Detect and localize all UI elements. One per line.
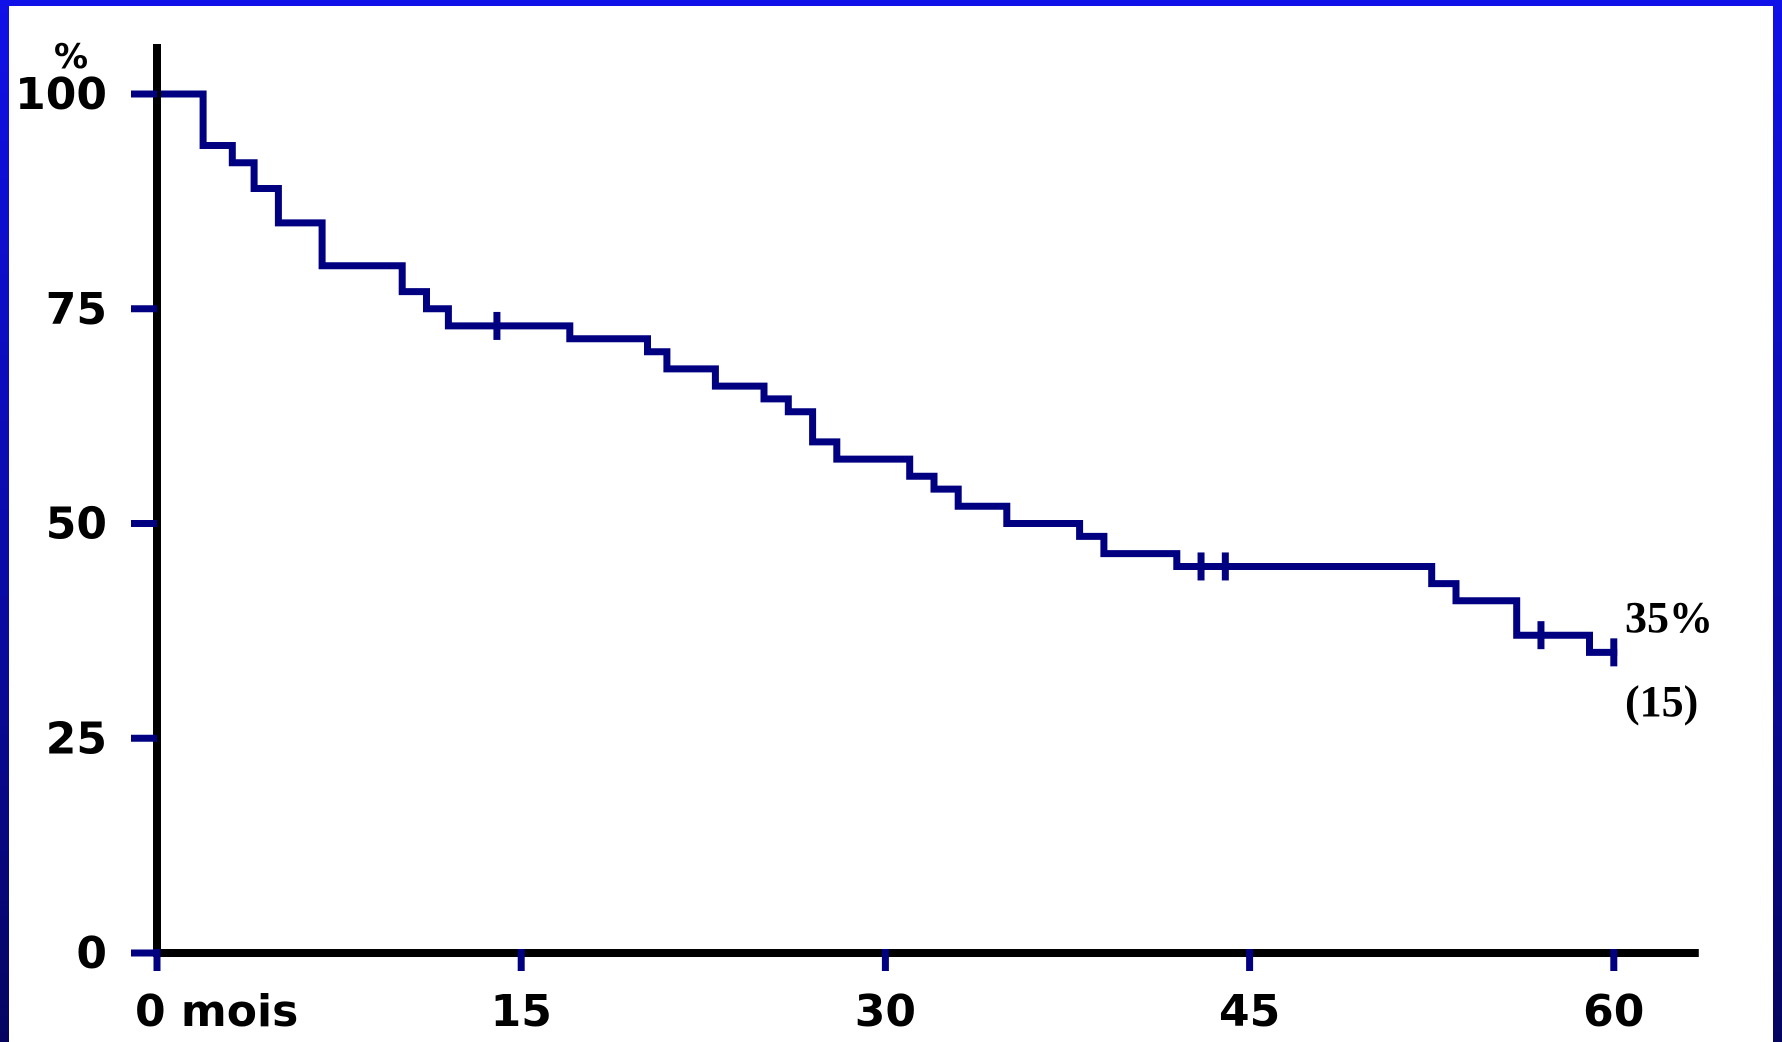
tick-labels: 100 75 50 25 0 0 mois 15 30 45 60 [15,69,1644,1037]
survival-chart: 100 75 50 25 0 0 mois 15 30 45 60 % 35% (15) [15,37,1713,1037]
y-tick-label: 0 [76,928,107,979]
y-tick-label: 75 [46,284,107,335]
axes [131,44,1699,971]
x-tick-label: 30 [855,986,916,1037]
x-tick-label: 15 [491,986,552,1037]
x-tick-label: 60 [1583,986,1644,1037]
x-tick-label: 0 mois [135,986,298,1037]
final-value-annotation: 35% [1625,593,1713,642]
survival-curve [153,90,1618,656]
series-layer [153,90,1618,667]
y-axis-label: % [54,37,88,77]
y-tick-label: 100 [15,69,107,120]
y-tick-label: 50 [46,499,107,550]
chart-panel: 100 75 50 25 0 0 mois 15 30 45 60 % 35% (15) [9,6,1773,1042]
y-tick-label: 25 [46,713,107,764]
at-risk-annotation: (15) [1625,677,1698,726]
x-tick-label: 45 [1219,986,1280,1037]
